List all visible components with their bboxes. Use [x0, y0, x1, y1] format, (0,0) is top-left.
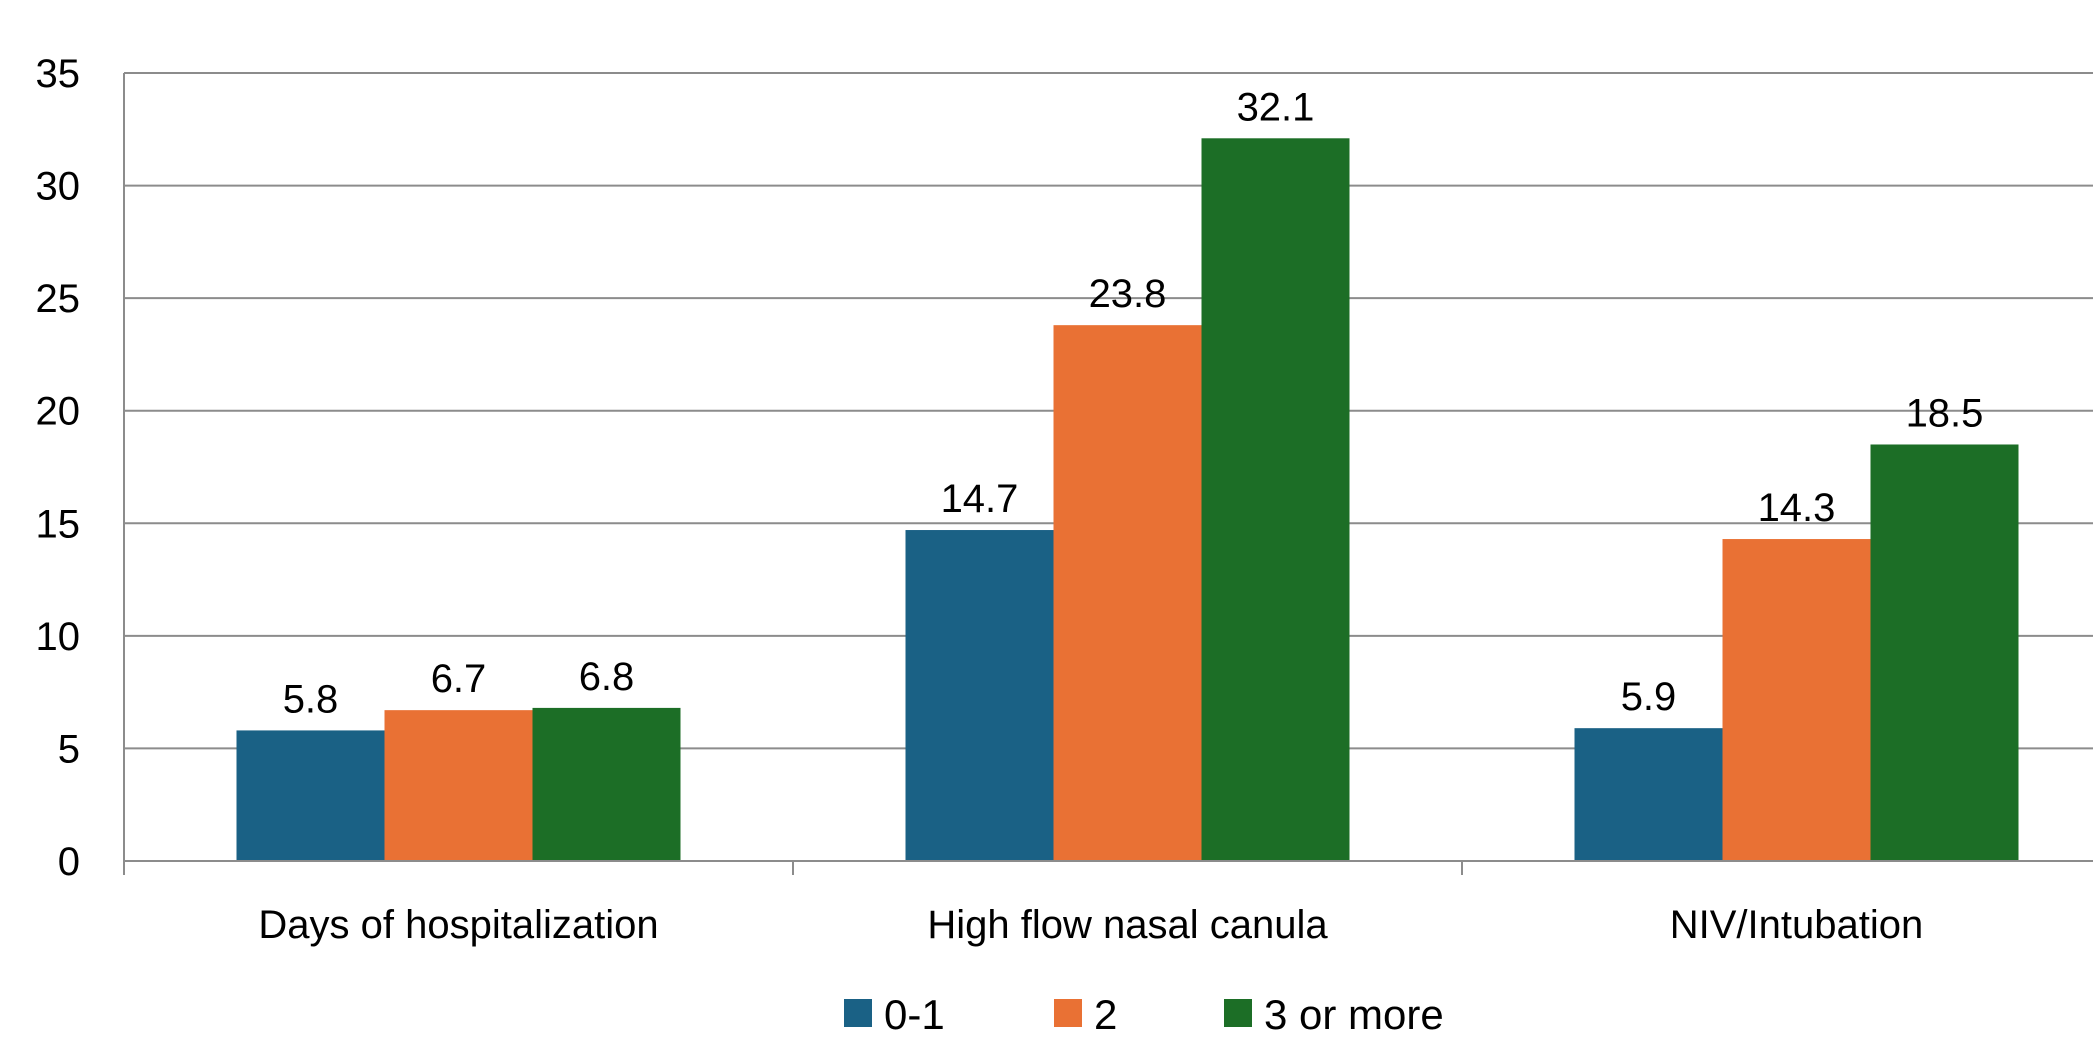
data-label: 23.8 — [1089, 272, 1167, 316]
legend-label: 0-1 — [884, 991, 945, 1038]
y-axis-tick-labels: 0 5 10 15 20 25 30 35 — [36, 52, 81, 884]
data-label: 5.9 — [1621, 675, 1677, 719]
bars — [236, 138, 2019, 861]
y-tick-label: 10 — [36, 615, 81, 659]
bar — [1574, 728, 1723, 861]
y-tick-label: 35 — [36, 52, 81, 96]
data-label: 14.3 — [1758, 486, 1836, 530]
y-tick-label: 25 — [36, 277, 81, 321]
data-label: 32.1 — [1237, 85, 1315, 129]
x-axis-tick-labels: Days of hospitalization High flow nasal c… — [258, 903, 1923, 947]
bar — [905, 530, 1054, 861]
data-label: 5.8 — [283, 677, 339, 721]
bar — [1201, 138, 1350, 861]
legend-swatch — [844, 999, 872, 1027]
x-tick-label: High flow nasal canula — [927, 903, 1328, 947]
axes — [123, 73, 2093, 875]
legend-item: 0-1 — [844, 991, 945, 1038]
y-tick-label: 20 — [36, 390, 81, 434]
y-tick-label: 15 — [36, 502, 81, 546]
data-label: 18.5 — [1906, 391, 1984, 435]
x-tick-label: Days of hospitalization — [258, 903, 658, 947]
bar — [532, 707, 681, 861]
legend-item: 3 or more — [1224, 991, 1444, 1038]
legend-label: 2 — [1094, 991, 1117, 1038]
bar — [236, 730, 385, 861]
x-tick-label: NIV/Intubation — [1670, 903, 1924, 947]
bar — [1722, 539, 1871, 861]
y-tick-label: 0 — [58, 840, 80, 884]
data-label: 14.7 — [941, 477, 1019, 521]
legend: 0-1 2 3 or more — [844, 991, 1444, 1038]
legend-label: 3 or more — [1264, 991, 1444, 1038]
y-tick-label: 5 — [58, 727, 80, 771]
legend-swatch — [1224, 999, 1252, 1027]
legend-item: 2 — [1054, 991, 1117, 1038]
bar — [1053, 325, 1202, 861]
data-labels: 5.8 6.7 6.8 14.7 23.8 32.1 5.9 14.3 18.5 — [283, 85, 1984, 721]
y-tick-label: 30 — [36, 165, 81, 209]
data-label: 6.7 — [431, 657, 487, 701]
bar — [384, 710, 533, 861]
legend-swatch — [1054, 999, 1082, 1027]
bar — [1870, 444, 2019, 861]
data-label: 6.8 — [579, 655, 635, 699]
